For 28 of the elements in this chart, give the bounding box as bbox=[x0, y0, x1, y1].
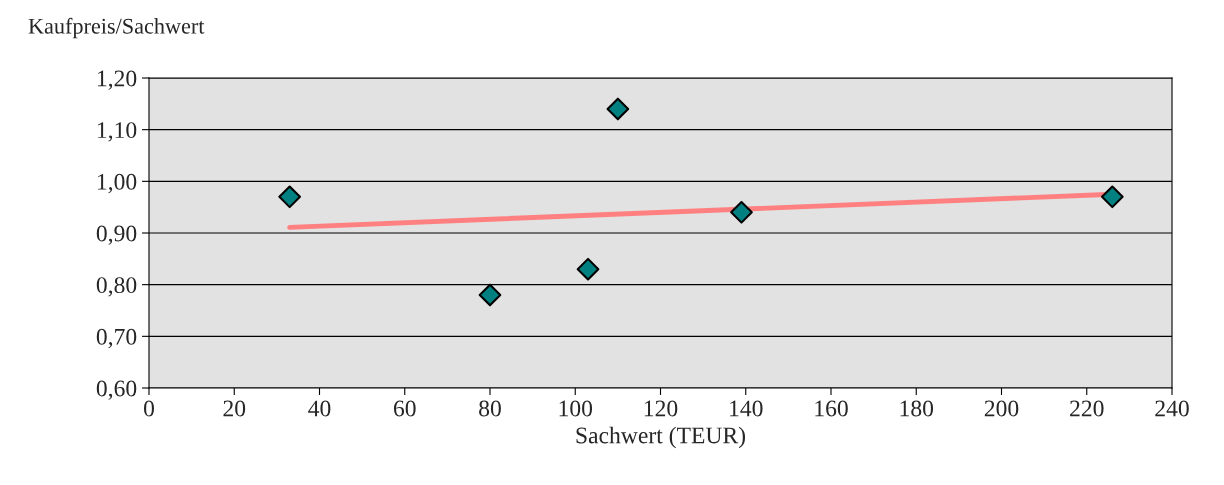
x-tick-label: 120 bbox=[644, 400, 678, 417]
point bbox=[478, 283, 502, 307]
y-tick-label: 1,00 bbox=[97, 173, 137, 194]
x-tick-label: 160 bbox=[815, 400, 848, 417]
x-tick-label: 180 bbox=[900, 400, 934, 417]
y-tick-label: 0,70 bbox=[96, 328, 137, 349]
y-tick-label: 0,60 bbox=[96, 380, 137, 400]
y-tick-label: 0,80 bbox=[96, 277, 137, 297]
x-axis-title: Sachwert (TEUR) bbox=[576, 426, 746, 449]
x-tick-label: 60 bbox=[393, 400, 416, 417]
x-tick-label: 100 bbox=[559, 400, 593, 417]
x-tick-label: 0 bbox=[144, 400, 154, 417]
x-tick-label: 220 bbox=[1070, 400, 1104, 417]
point bbox=[278, 185, 301, 209]
point bbox=[606, 97, 630, 121]
y-tick-label: 1,10 bbox=[97, 122, 137, 142]
point bbox=[1100, 185, 1124, 209]
y-tick-label: 1,20 bbox=[97, 70, 137, 90]
x-tick-label: 200 bbox=[984, 400, 1019, 417]
y-tick-label: 0,90 bbox=[96, 225, 137, 245]
x-tick-label: 140 bbox=[730, 400, 763, 417]
y-axis-title: Kaufpreis/Sachwert bbox=[28, 17, 205, 39]
point bbox=[576, 257, 600, 281]
point bbox=[730, 200, 753, 224]
x-tick-label: 240 bbox=[1155, 400, 1189, 417]
x-tick-label: 80 bbox=[479, 400, 501, 417]
x-tick-label: 40 bbox=[308, 400, 331, 417]
x-tick-label: 20 bbox=[223, 400, 246, 417]
